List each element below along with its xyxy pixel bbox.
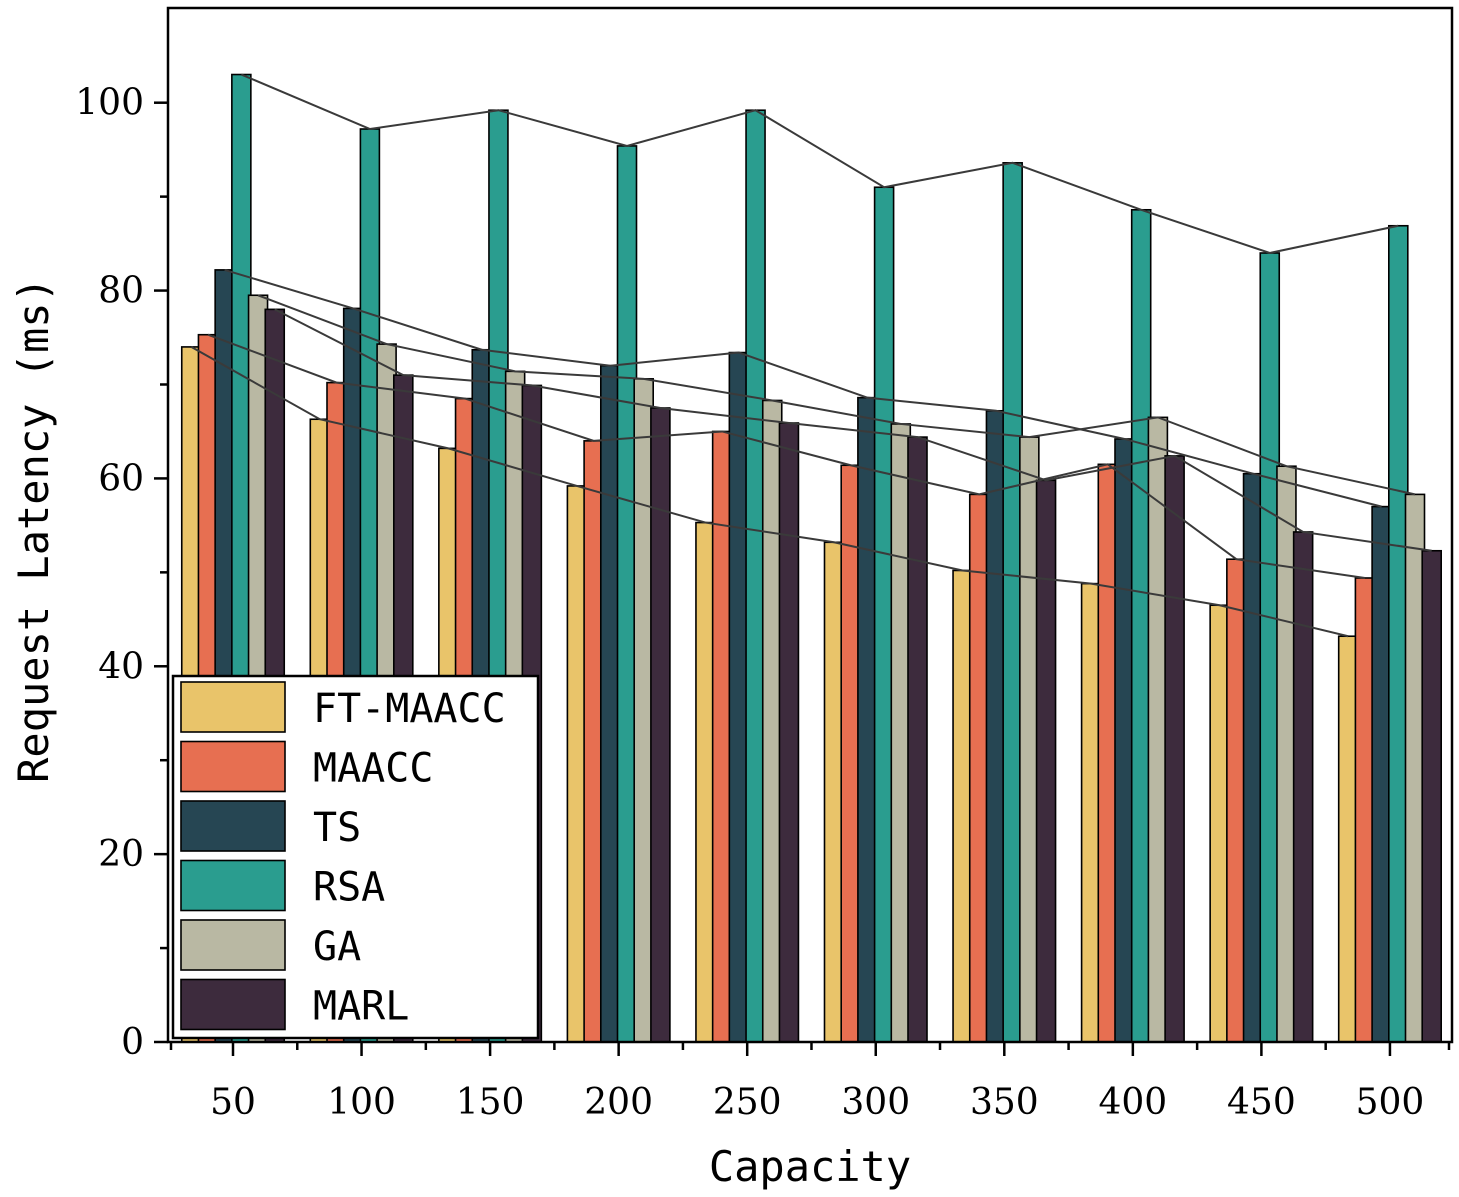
legend: FT-MAACC MAACC TS RSA GA MARL <box>171 674 540 1040</box>
bar-marl-300 <box>907 436 928 1043</box>
x-tick-label: 100 <box>327 1082 396 1123</box>
legend-swatch-rsa <box>180 859 286 912</box>
bar-marl-350 <box>1035 479 1057 1043</box>
bar-marl-450 <box>1292 531 1314 1043</box>
line-ts <box>224 268 1382 508</box>
bar-marl-250 <box>778 422 800 1043</box>
legend-swatch-maacc <box>180 740 286 793</box>
x-tick-label: 300 <box>841 1082 910 1123</box>
legend-label-ts: TS <box>313 805 361 851</box>
legend-label-ft-maacc: FT-MAACC <box>313 686 506 732</box>
axes-layer: 0 20 40 60 80 100 50 100 150 200 250 300 350 400 450 50… <box>75 6 1454 1123</box>
x-tick-label: 150 <box>456 1082 525 1123</box>
y-tick-label: 60 <box>98 458 144 499</box>
legend-label-rsa: RSA <box>313 865 385 911</box>
line-marl <box>274 308 1432 552</box>
y-tick-label: 0 <box>121 1022 144 1063</box>
x-tick-label: 200 <box>584 1082 653 1123</box>
x-tick-label: 250 <box>713 1082 782 1123</box>
x-tick-label: 400 <box>1098 1082 1167 1123</box>
line-ga <box>257 294 1416 496</box>
legend-swatch-ft-maacc <box>180 681 286 733</box>
legend-box <box>171 674 540 1040</box>
series-lines-layer <box>190 73 1432 638</box>
x-tick-label: 500 <box>1356 1082 1425 1123</box>
legend-label-marl: MARL <box>313 984 409 1030</box>
legend-label-maacc: MAACC <box>313 746 433 792</box>
legend-swatch-ga <box>180 919 286 971</box>
line-ft-maacc <box>190 346 1349 638</box>
line-rsa <box>240 73 1399 255</box>
y-axis-title: Request Latency (ms) <box>9 277 58 783</box>
legend-swatch-ts <box>180 800 286 852</box>
x-tick-label: 350 <box>970 1082 1039 1123</box>
y-tick-label: 20 <box>98 834 144 875</box>
x-tick-label: 450 <box>1227 1082 1296 1123</box>
bar-marl-200 <box>650 407 671 1043</box>
line-maacc <box>207 333 1366 579</box>
legend-label-ga: GA <box>313 924 361 970</box>
y-tick-label: 100 <box>75 83 144 124</box>
bar-marl-500 <box>1421 549 1442 1043</box>
x-tick-label: 50 <box>210 1082 256 1123</box>
y-tick-label: 80 <box>98 271 144 312</box>
legend-swatch-marl <box>180 978 286 1031</box>
bar-marl-400 <box>1164 455 1185 1043</box>
plot-frame <box>166 6 1454 1044</box>
x-axis-title: Capacity <box>709 1142 911 1191</box>
y-tick-label: 40 <box>98 646 144 687</box>
